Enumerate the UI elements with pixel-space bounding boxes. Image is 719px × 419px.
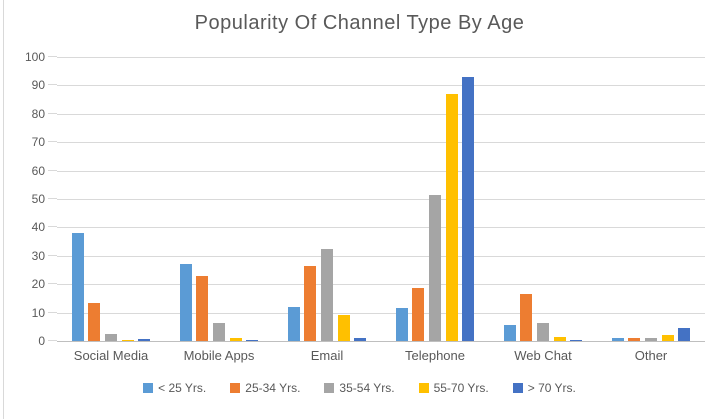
- gridline: [57, 255, 705, 257]
- bar-group: [273, 57, 381, 341]
- gridline: [57, 113, 705, 115]
- bar: [645, 338, 657, 341]
- y-tick-label: 40: [31, 220, 45, 235]
- gridline: [57, 199, 705, 200]
- legend-item: < 25 Yrs.: [143, 381, 206, 395]
- bar: [179, 264, 192, 341]
- y-tick: [48, 254, 57, 256]
- gridline: [57, 312, 705, 314]
- x-category-label: Email: [310, 348, 344, 363]
- bar: [395, 308, 408, 341]
- y-tick: [48, 169, 57, 171]
- bar: [412, 288, 425, 341]
- bar-group: [381, 57, 489, 341]
- bar: [229, 338, 242, 341]
- legend-item: 25-34 Yrs.: [230, 381, 300, 395]
- y-tick-label: 30: [31, 248, 45, 263]
- bar-group: [489, 57, 597, 341]
- bar: [503, 325, 516, 341]
- y-tick: [48, 141, 57, 143]
- legend-label: > 70 Yrs.: [527, 381, 576, 395]
- legend-swatch: [418, 383, 429, 393]
- legend-label: 55-70 Yrs.: [433, 381, 489, 395]
- x-category-label: Telephone: [405, 348, 465, 363]
- legend-swatch: [230, 383, 241, 393]
- y-tick-label: 70: [31, 135, 45, 150]
- bar: [105, 333, 117, 341]
- chart-title: Popularity Of Channel Type By Age: [194, 12, 525, 34]
- gridline: [57, 284, 705, 286]
- bar: [337, 315, 350, 341]
- legend-swatch: [512, 383, 523, 393]
- bar: [88, 302, 101, 341]
- legend: < 25 Yrs. 25-34 Yrs. 35-54 Yrs. 55-70 Yrs. >…: [0, 381, 719, 395]
- gridline: [57, 57, 705, 58]
- x-category-label: Mobile Apps: [183, 348, 255, 363]
- bar: [537, 322, 549, 341]
- bar-group: [165, 57, 273, 341]
- legend-label: 35-54 Yrs.: [339, 381, 395, 395]
- legend-label: < 25 Yrs.: [158, 381, 207, 395]
- bar: [213, 322, 225, 341]
- bar: [553, 336, 566, 341]
- y-tick-label: 100: [24, 50, 45, 64]
- chart-left-border: [3, 0, 4, 419]
- gridline: [57, 142, 705, 144]
- bar: [321, 248, 333, 341]
- y-tick: [48, 56, 57, 57]
- bar: [678, 328, 691, 341]
- bar-group: [57, 57, 165, 341]
- bar: [287, 306, 300, 341]
- y-tick: [48, 198, 57, 199]
- y-tick: [48, 340, 57, 341]
- y-tick-label: 10: [31, 305, 45, 320]
- bar: [570, 339, 583, 341]
- y-tick: [48, 112, 57, 114]
- legend-item: 35-54 Yrs.: [324, 381, 395, 395]
- bar: [71, 233, 84, 341]
- bar: [304, 265, 317, 341]
- bar: [445, 93, 458, 341]
- bar: [462, 76, 475, 341]
- bar: [121, 339, 134, 341]
- legend-item: > 70 Yrs.: [512, 381, 576, 395]
- plot-area: [57, 57, 705, 342]
- bar: [429, 194, 441, 341]
- x-axis: Social Media Mobile Apps Email Telephone Web…: [57, 348, 705, 363]
- gridline: [57, 227, 705, 229]
- x-category-label: Web Chat: [514, 348, 572, 363]
- y-tick-label: 50: [31, 192, 45, 206]
- y-tick: [48, 311, 57, 313]
- x-category-label: Other: [634, 348, 668, 363]
- bar: [196, 275, 209, 341]
- y-tick: [48, 283, 57, 285]
- legend-label: 25-34 Yrs.: [245, 381, 301, 395]
- y-tick-label: 20: [31, 277, 45, 292]
- x-category-label: Social Media: [73, 348, 149, 363]
- bar: [628, 338, 641, 341]
- y-tick-label: 0: [38, 334, 45, 348]
- bar: [138, 338, 151, 341]
- y-tick-label: 90: [31, 78, 45, 93]
- y-tick: [48, 226, 57, 228]
- bar: [611, 338, 624, 341]
- bar: [354, 338, 367, 341]
- bar: [661, 335, 674, 341]
- legend-swatch: [324, 383, 335, 393]
- gridline: [57, 170, 705, 172]
- y-tick: [48, 84, 57, 86]
- bar: [246, 339, 259, 341]
- legend-swatch: [143, 383, 154, 393]
- y-tick-label: 60: [31, 163, 45, 178]
- legend-item: 55-70 Yrs.: [418, 381, 489, 395]
- bar-group: [597, 57, 705, 341]
- bar: [520, 294, 533, 341]
- gridline: [57, 85, 705, 87]
- y-tick-label: 80: [31, 106, 45, 121]
